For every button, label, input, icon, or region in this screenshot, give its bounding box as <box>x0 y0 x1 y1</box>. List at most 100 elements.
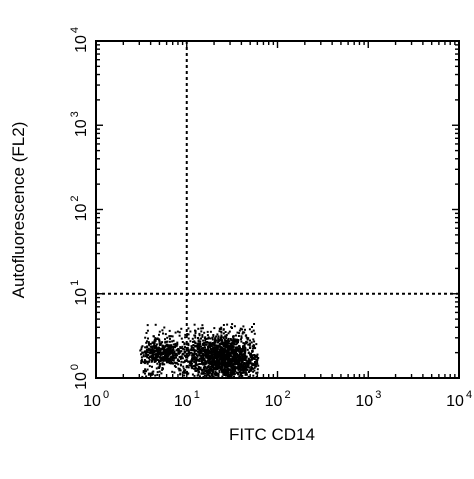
event-dot <box>210 369 213 372</box>
event-dot <box>159 349 162 351</box>
event-dot <box>163 359 166 362</box>
event-dot <box>174 331 177 334</box>
event-dot <box>196 345 199 347</box>
event-dot <box>245 355 248 358</box>
event-dot <box>183 351 186 354</box>
event-dot <box>144 360 147 363</box>
event-dot <box>204 346 206 349</box>
event-dot <box>244 328 246 331</box>
event-dot <box>201 324 204 327</box>
event-dot <box>145 375 148 378</box>
event-dot <box>231 370 234 373</box>
event-dot <box>225 343 228 346</box>
event-dot <box>210 352 213 355</box>
event-dot <box>213 368 216 371</box>
event-dot <box>235 338 238 341</box>
event-dot <box>178 350 181 353</box>
event-dot <box>204 365 207 368</box>
event-dot <box>254 362 257 365</box>
event-dot <box>253 323 255 325</box>
event-dot <box>140 353 142 356</box>
event-dot <box>230 349 233 352</box>
event-dot <box>224 345 227 348</box>
event-dot <box>235 349 238 351</box>
event-dot <box>181 371 184 374</box>
event-dot <box>147 337 149 340</box>
event-dot <box>225 366 228 368</box>
event-dot <box>239 365 242 368</box>
event-dot <box>247 343 250 346</box>
event-dot <box>230 366 233 369</box>
event-dot <box>162 358 165 361</box>
event-dot <box>198 363 201 365</box>
event-dot <box>202 339 205 342</box>
event-dot <box>148 372 150 375</box>
event-dot <box>171 355 174 358</box>
event-dot <box>233 361 236 364</box>
event-dot <box>204 338 207 340</box>
y-tick-label-base: 10 <box>73 204 90 222</box>
event-dot <box>152 335 155 338</box>
event-dot <box>168 335 171 338</box>
event-dot <box>227 375 230 378</box>
event-dot <box>173 364 176 367</box>
event-dot <box>161 368 164 371</box>
event-dot <box>238 350 241 353</box>
event-dot <box>213 348 216 351</box>
event-dot <box>254 354 257 357</box>
event-dot <box>212 363 215 366</box>
event-dot <box>215 357 218 360</box>
event-dot <box>204 354 207 357</box>
event-dot <box>165 350 168 353</box>
event-dot <box>193 349 196 352</box>
event-dot <box>186 346 189 349</box>
event-dot <box>212 361 215 364</box>
event-dot <box>140 362 143 364</box>
event-dot <box>203 331 206 334</box>
event-dot <box>240 362 243 364</box>
event-dot <box>231 327 233 329</box>
event-dot <box>239 346 242 349</box>
event-dot <box>201 363 204 366</box>
event-dot <box>144 355 147 358</box>
event-dot <box>243 331 246 334</box>
event-dot <box>242 325 245 328</box>
event-dot <box>242 345 245 348</box>
event-dot <box>171 353 174 356</box>
event-dot <box>209 330 212 333</box>
event-dot <box>187 327 190 330</box>
event-dot <box>161 345 164 347</box>
event-dot <box>174 362 177 365</box>
event-dot <box>256 353 259 356</box>
event-dot <box>158 333 160 336</box>
event-dot <box>208 342 211 345</box>
event-dot <box>159 362 162 365</box>
event-dot <box>240 352 243 355</box>
event-dot <box>173 350 176 353</box>
event-dot <box>223 367 226 370</box>
event-dot <box>250 352 252 355</box>
event-dot <box>211 373 214 376</box>
event-dot <box>229 338 232 340</box>
event-dot <box>193 361 196 363</box>
event-dot <box>231 341 234 344</box>
event-dot <box>144 336 147 339</box>
event-dot <box>158 370 161 373</box>
event-dot <box>180 327 183 330</box>
event-dot <box>178 351 181 354</box>
event-dot <box>156 359 159 361</box>
x-tick-label-base: 10 <box>174 393 192 410</box>
event-dot <box>221 340 224 343</box>
event-dot <box>236 342 239 345</box>
event-dot <box>247 375 250 378</box>
event-dot <box>180 337 183 340</box>
event-dot <box>237 354 240 357</box>
event-dot <box>183 374 186 377</box>
event-dot <box>145 370 148 373</box>
event-dot <box>164 351 167 354</box>
event-dot <box>245 356 248 359</box>
event-dot <box>218 354 221 357</box>
event-dot <box>189 330 192 333</box>
event-dot <box>168 329 171 332</box>
event-dot <box>219 368 222 371</box>
